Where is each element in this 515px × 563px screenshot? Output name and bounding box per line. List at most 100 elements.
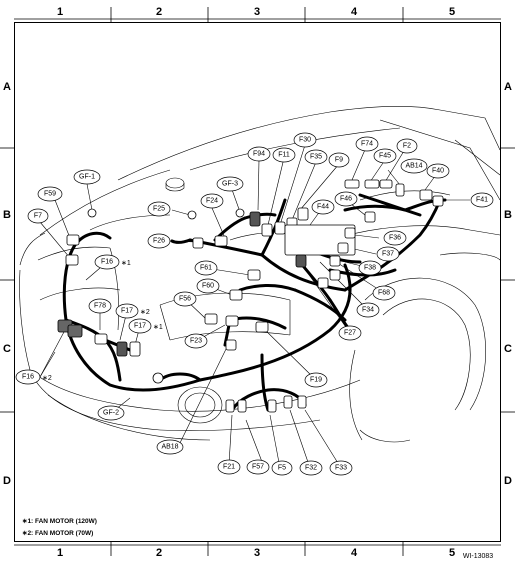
callout-f56: F56 (173, 291, 197, 307)
callout-f46-label: F46 (340, 196, 352, 203)
connector-f11 (261, 223, 273, 237)
callout-f16-fan70-mark: ∗2 (42, 375, 52, 382)
callout-f16-fan120: F16 ∗1 (94, 254, 131, 270)
note-fan-120w-mark: ∗1 (22, 518, 31, 525)
callout-f94: F94 (247, 146, 271, 162)
row-label-right-a: A (504, 81, 512, 93)
note-fan-70w-mark: ∗2 (22, 530, 31, 537)
callout-f23-label: F23 (190, 338, 202, 345)
col-label-bottom-4: 4 (351, 547, 358, 559)
grid-labels: 1 2 3 4 5 1 2 3 4 5 A B C D A B C D (3, 6, 512, 559)
connector-f46 (364, 211, 376, 223)
callout-ab14-label: AB14 (405, 163, 422, 170)
callout-f59: F59 (37, 186, 63, 202)
callout-f78-label: F78 (94, 303, 106, 310)
connector-f44-block (284, 224, 356, 256)
connector-f7 (65, 254, 79, 266)
callout-f37-label: F37 (382, 251, 394, 258)
callout-f26: F26 (147, 233, 171, 249)
callout-f21-label: F21 (223, 464, 235, 471)
col-label-top-5: 5 (449, 6, 455, 18)
callout-f11-label: F11 (278, 152, 290, 159)
callout-f78: F78 (88, 298, 112, 314)
callout-f40-label: F40 (432, 168, 444, 175)
col-label-bottom-2: 2 (156, 547, 162, 559)
callout-ab14: AB14 (400, 158, 428, 174)
callout-f11: F11 (272, 147, 296, 163)
connector-ab14 (395, 183, 405, 197)
connector-f5 (267, 399, 277, 413)
callout-f36: F36 (383, 230, 407, 246)
row-label-right-d: D (504, 475, 512, 487)
callout-f16-fan120-label: F16 (101, 259, 113, 266)
connector-f24 (214, 235, 228, 247)
connector-f34 (317, 277, 329, 289)
callout-ab18: AB18 (156, 439, 184, 455)
callout-f17-fan120-label: F17 (134, 323, 146, 330)
connector-f45 (364, 179, 380, 189)
connector-f59 (66, 234, 80, 246)
connector-f30 (274, 221, 286, 235)
col-label-top-1: 1 (57, 6, 63, 18)
connector-f9 (297, 207, 309, 221)
connector-f17b (129, 341, 141, 357)
callout-f26-label: F26 (153, 238, 165, 245)
figure-id: WI-13083 (463, 553, 493, 560)
callout-gf3-label: GF-3 (222, 181, 238, 188)
callout-f16-fan70: F16 ∗2 (15, 369, 52, 385)
callout-f44-label: F44 (317, 204, 329, 211)
connector-f40 (419, 189, 433, 201)
callout-f27: F27 (338, 325, 362, 341)
callout-f44: F44 (311, 199, 335, 215)
connector-f94 (249, 211, 261, 227)
callout-f17-fan70: F17 ∗2 (115, 303, 150, 319)
callout-f7: F7 (27, 208, 49, 224)
connector-ab18 (225, 339, 237, 351)
note-fan-70w-text: : FAN MOTOR (70W) (31, 530, 93, 537)
callout-f74: F74 (355, 136, 379, 152)
connector-f21 (225, 399, 235, 413)
callout-f2-label: F2 (403, 143, 411, 150)
callout-f5: F5 (271, 460, 293, 476)
row-label-left-a: A (3, 81, 11, 93)
connector-f33 (297, 395, 307, 409)
callout-f35-label: F35 (310, 154, 322, 161)
callout-f34-label: F34 (362, 307, 374, 314)
connector-f61 (247, 269, 261, 281)
connector-f19 (255, 321, 269, 333)
connector-f68 (329, 269, 341, 281)
callout-f68-label: F68 (378, 290, 390, 297)
connector-gf3 (235, 208, 245, 218)
callout-f33-label: F33 (335, 465, 347, 472)
connector-f38 (329, 255, 341, 267)
callout-f45: F45 (373, 148, 397, 164)
callout-f23: F23 (184, 333, 208, 349)
callout-gf2: GF-2 (97, 405, 125, 421)
callout-f46: F46 (334, 191, 358, 207)
callout-f19-label: F19 (310, 377, 322, 384)
callout-f94-label: F94 (253, 151, 265, 158)
row-label-left-c: C (3, 343, 11, 355)
callout-f16-fan120-mark: ∗1 (121, 260, 131, 267)
wiring-harness (62, 193, 447, 412)
row-label-left-d: D (3, 475, 11, 487)
connector-gf2 (152, 372, 164, 384)
callout-f35: F35 (304, 149, 328, 165)
callout-gf2-label: GF-2 (103, 410, 119, 417)
callout-f38-label: F38 (364, 265, 376, 272)
callout-f19: F19 (304, 372, 328, 388)
connector-f27 (295, 254, 307, 268)
callout-f25-label: F25 (153, 206, 165, 213)
callout-f60: F60 (196, 278, 220, 294)
callout-f30: F30 (293, 132, 317, 148)
callout-f68: F68 (372, 285, 396, 301)
row-label-left-b: B (3, 209, 11, 221)
vehicle-outline (19, 106, 501, 443)
callout-f7-label: F7 (34, 213, 42, 220)
connector-f25 (187, 210, 197, 220)
callout-f27-label: F27 (344, 330, 356, 337)
connectors (57, 179, 444, 413)
callout-f61-label: F61 (200, 265, 212, 272)
connector-f57 (237, 399, 247, 413)
